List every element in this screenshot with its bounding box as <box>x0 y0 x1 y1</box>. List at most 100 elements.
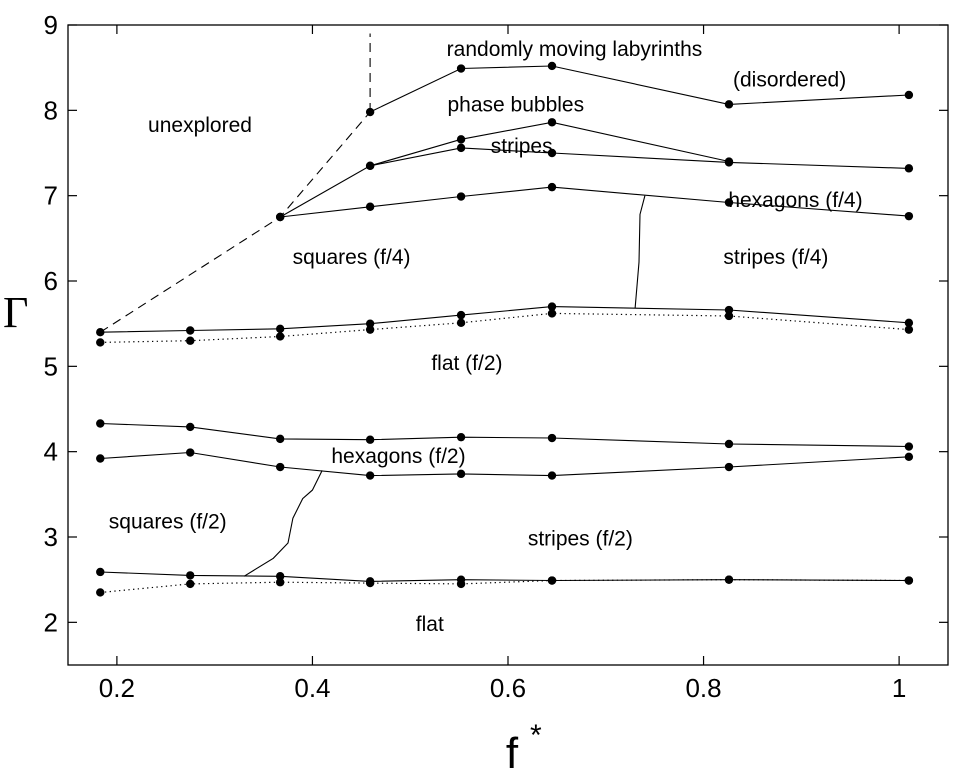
series-line-6-solid <box>100 422 909 448</box>
series-layer <box>100 33 909 594</box>
region-label: hexagons (f/2) <box>331 445 465 468</box>
data-point <box>365 161 375 170</box>
y-tick-label: 5 <box>44 351 58 381</box>
tick-layer: 0.2 0.4 0.6 0.8 1 2 3 4 5 6 7 8 9 <box>44 10 948 703</box>
data-point <box>96 567 105 577</box>
y-tick-label: 6 <box>44 266 58 296</box>
x-tick-label: 0.2 <box>99 673 135 703</box>
data-point <box>275 578 285 587</box>
data-point <box>456 310 466 320</box>
region-label: randomly moving labyrinths <box>447 38 703 61</box>
data-point <box>365 578 375 588</box>
x-axis-label: f <box>506 729 519 778</box>
series-line-5-dotted <box>100 312 909 343</box>
data-point <box>547 471 557 480</box>
series-line-2-solid <box>369 147 909 169</box>
series-line-4-solid <box>100 306 909 333</box>
y-axis-label: Γ <box>3 288 28 337</box>
region-label: stripes (f/4) <box>723 246 828 269</box>
data-point <box>365 202 375 211</box>
data-point <box>275 572 285 581</box>
data-point <box>186 571 195 580</box>
data-point <box>724 439 734 449</box>
data-point <box>186 326 195 335</box>
data-point <box>456 192 466 201</box>
region-label: squares (f/2) <box>109 511 227 534</box>
series-line-8-solid <box>100 571 909 582</box>
series-line-12-solid <box>634 195 646 309</box>
x-tick-label: 0.8 <box>685 673 721 703</box>
region-label: squares (f/4) <box>293 246 411 269</box>
data-point <box>96 328 105 337</box>
data-point <box>547 61 557 71</box>
series-line-7-solid <box>100 451 909 477</box>
data-point <box>547 309 557 318</box>
data-point <box>365 471 375 480</box>
data-point <box>96 588 105 597</box>
data-point <box>456 64 466 73</box>
data-point <box>365 435 375 444</box>
y-tick-label: 7 <box>44 181 58 211</box>
data-point <box>456 143 466 153</box>
data-point <box>904 576 914 585</box>
region-label: flat <box>416 613 444 636</box>
data-point <box>724 198 734 207</box>
x-tick-label: 0.4 <box>294 673 330 703</box>
data-point <box>547 182 557 192</box>
data-point <box>724 305 734 315</box>
data-point <box>456 318 466 328</box>
data-point <box>547 302 557 311</box>
marker-layer <box>96 61 914 597</box>
data-point <box>96 419 105 428</box>
series-line-13-solid <box>243 470 323 577</box>
data-point <box>365 325 375 334</box>
data-point <box>186 422 195 432</box>
annotation-layer: randomly moving labyrinths (disordered) ph… <box>109 38 863 636</box>
region-label: stripes <box>491 135 553 158</box>
x-tick-label: 0.6 <box>490 673 526 703</box>
data-point <box>724 575 734 584</box>
y-tick-label: 9 <box>44 10 58 40</box>
data-point <box>365 319 375 328</box>
series-line-3-solid <box>280 186 909 218</box>
data-point <box>547 148 557 158</box>
data-point <box>904 318 914 328</box>
data-point <box>547 433 557 443</box>
data-point <box>456 469 466 479</box>
series-line-10-dashed <box>100 111 371 333</box>
y-tick-label: 3 <box>44 522 58 552</box>
data-point <box>904 452 914 461</box>
series-line-9-dotted <box>100 579 909 594</box>
data-point <box>275 462 285 472</box>
data-point <box>904 211 914 221</box>
data-point <box>724 311 734 321</box>
region-label: stripes (f/2) <box>528 528 633 551</box>
data-point <box>547 576 557 585</box>
data-point <box>275 332 285 341</box>
y-tick-label: 8 <box>44 95 58 125</box>
region-label: phase bubbles <box>448 93 585 116</box>
x-tick-label: 1 <box>892 673 906 703</box>
data-point <box>456 135 466 144</box>
data-point <box>904 164 914 173</box>
data-point <box>186 336 195 345</box>
data-point <box>724 462 734 472</box>
data-point <box>456 432 466 442</box>
data-point <box>186 579 195 589</box>
data-point <box>275 324 285 333</box>
x-axis-label-superscript: * <box>530 719 542 752</box>
y-tick-label: 2 <box>44 607 58 637</box>
data-point <box>275 434 285 444</box>
data-point <box>724 100 734 109</box>
data-point <box>724 158 734 167</box>
data-point <box>904 442 914 451</box>
data-point <box>96 454 105 463</box>
data-point <box>904 90 914 100</box>
region-label: unexplored <box>148 114 252 137</box>
region-label: flat (f/2) <box>431 352 502 375</box>
region-label: (disordered) <box>733 69 846 92</box>
data-point <box>275 212 285 222</box>
data-point <box>96 338 105 347</box>
data-point <box>456 579 466 589</box>
